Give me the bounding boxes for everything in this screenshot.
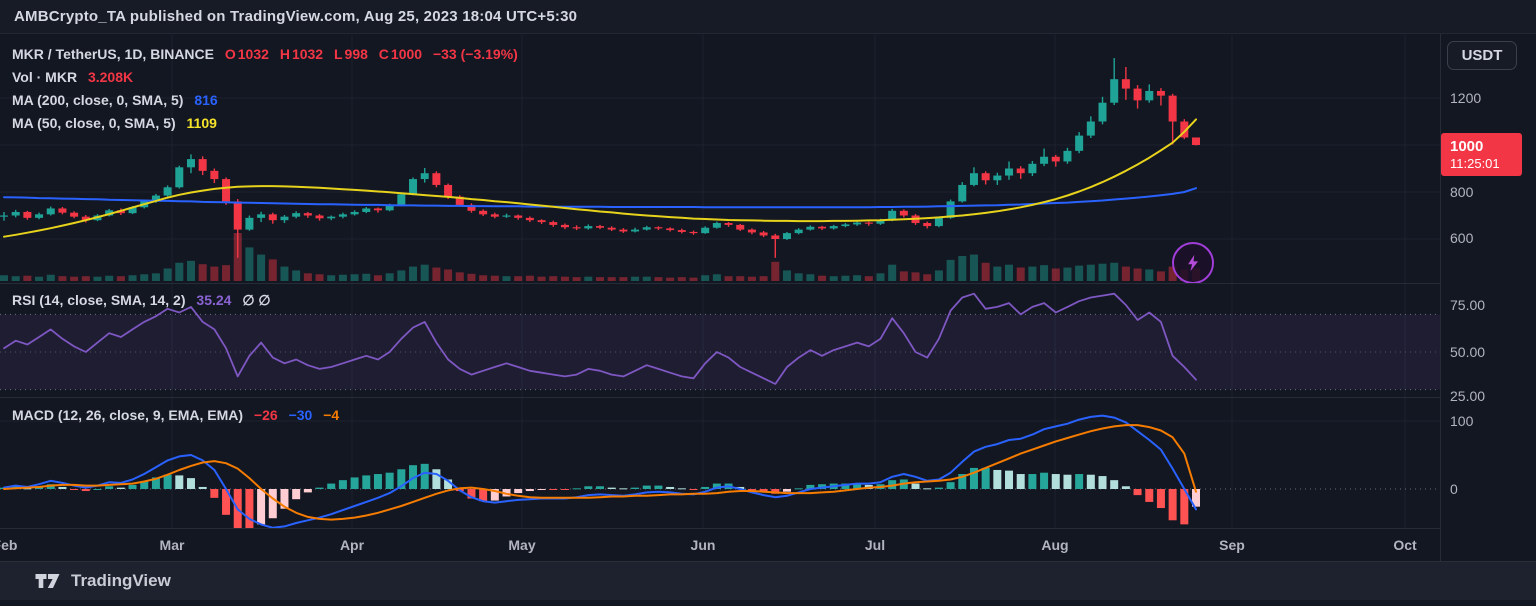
macd-line-value: −30 — [288, 407, 313, 423]
macd-pane[interactable] — [0, 397, 1440, 528]
price-axis-label: 600 — [1450, 230, 1474, 246]
time-axis-label-oct: Oct — [1393, 537, 1417, 553]
macd-axis-label: 0 — [1450, 481, 1458, 497]
ma50-value: 1109 — [186, 115, 217, 131]
symbol-legend-row[interactable]: MKR / TetherUS, 1D, BINANCE O 1032 H 1032 … — [12, 43, 525, 66]
pane-separator[interactable] — [0, 397, 1536, 398]
price-pane-legend: MKR / TetherUS, 1D, BINANCE O 1032 H 1032 … — [12, 43, 525, 135]
close-value: 1000 — [390, 46, 423, 62]
macd-hist-value: −26 — [253, 407, 278, 423]
low-value: 998 — [344, 46, 368, 62]
lightning-bolt-icon — [1188, 254, 1199, 272]
price-axis[interactable] — [1440, 34, 1536, 561]
time-axis[interactable]: Feb Mar Apr May Jun Jul Aug Sep Oct — [0, 528, 1536, 562]
volume-value: 3.208K — [87, 69, 134, 85]
macd-label: MACD (12, 26, close, 9, EMA, EMA) — [12, 407, 244, 423]
currency-toggle-button[interactable]: USDT — [1447, 41, 1517, 70]
macd-signal-value: −4 — [323, 407, 340, 423]
ma200-legend-row[interactable]: MA (200, close, 0, SMA, 5) 816 — [12, 89, 525, 112]
time-axis-label-mar: Mar — [159, 537, 185, 553]
lightning-button[interactable] — [1172, 242, 1214, 284]
rsi-axis-label: 75.00 — [1450, 297, 1486, 313]
ma200-label: MA (200, close, 0, SMA, 5) — [12, 92, 184, 108]
pane-separator[interactable] — [0, 283, 1536, 284]
rsi-label: RSI (14, close, SMA, 14, 2) — [12, 292, 186, 308]
macd-legend[interactable]: MACD (12, 26, close, 9, EMA, EMA) −26 −3… — [12, 404, 346, 427]
ma50-legend-row[interactable]: MA (50, close, 0, SMA, 5) 1109 — [12, 112, 525, 135]
tradingview-logo-icon[interactable] — [34, 569, 61, 593]
bottom-strip — [0, 600, 1536, 606]
high-value: 1032 — [291, 46, 324, 62]
symbol-title[interactable]: MKR / TetherUS, 1D, BINANCE — [12, 46, 214, 62]
attribution-text: AMBCrypto_TA published on TradingView.co… — [14, 8, 578, 25]
footer-bar: TradingView — [0, 561, 1536, 600]
time-axis-label-jun: Jun — [690, 537, 716, 553]
time-axis-label-may: May — [508, 537, 536, 553]
rsi-axis-label: 25.00 — [1450, 388, 1486, 404]
change-value: −33 (−3.19%) — [432, 46, 518, 62]
time-axis-label-feb: Feb — [0, 537, 18, 553]
time-axis-label-jul: Jul — [864, 537, 886, 553]
ma50-label: MA (50, close, 0, SMA, 5) — [12, 115, 176, 131]
countdown-timer: 11:25:01 — [1450, 156, 1500, 171]
price-pane[interactable] — [0, 35, 1440, 283]
price-pane-canvas[interactable] — [0, 35, 1440, 283]
rsi-legend[interactable]: RSI (14, close, SMA, 14, 2) 35.24 ∅ ∅ — [12, 289, 278, 312]
high-label: H — [279, 46, 290, 62]
rsi-axis-label: 50.00 — [1450, 344, 1486, 360]
open-label: O — [224, 46, 236, 62]
rsi-pane-canvas[interactable] — [0, 283, 1440, 397]
tradingview-brand-text[interactable]: TradingView — [71, 571, 171, 590]
macd-pane-canvas[interactable] — [0, 397, 1440, 528]
time-axis-label-sep: Sep — [1219, 537, 1245, 553]
rsi-empty-sets: ∅ ∅ — [242, 292, 271, 308]
rsi-pane[interactable] — [0, 283, 1440, 397]
open-value: 1032 — [237, 46, 269, 62]
rsi-value: 35.24 — [196, 292, 232, 308]
time-axis-label-aug: Aug — [1041, 537, 1069, 553]
last-price-value: 1000 — [1450, 138, 1484, 155]
time-axis-label-apr: Apr — [339, 537, 365, 553]
low-label: L — [333, 46, 343, 62]
volume-label: Vol · MKR — [12, 69, 78, 85]
close-label: C — [378, 46, 389, 62]
last-price-tag: 1000 11:25:01 — [1441, 133, 1522, 176]
attribution-bar: AMBCrypto_TA published on TradingView.co… — [0, 0, 1536, 34]
ma200-value: 816 — [194, 92, 218, 108]
price-axis-label: 1200 — [1450, 90, 1482, 106]
macd-axis-label: 100 — [1450, 413, 1474, 429]
price-axis-label: 800 — [1450, 184, 1474, 200]
volume-legend-row[interactable]: Vol · MKR 3.208K — [12, 66, 525, 89]
